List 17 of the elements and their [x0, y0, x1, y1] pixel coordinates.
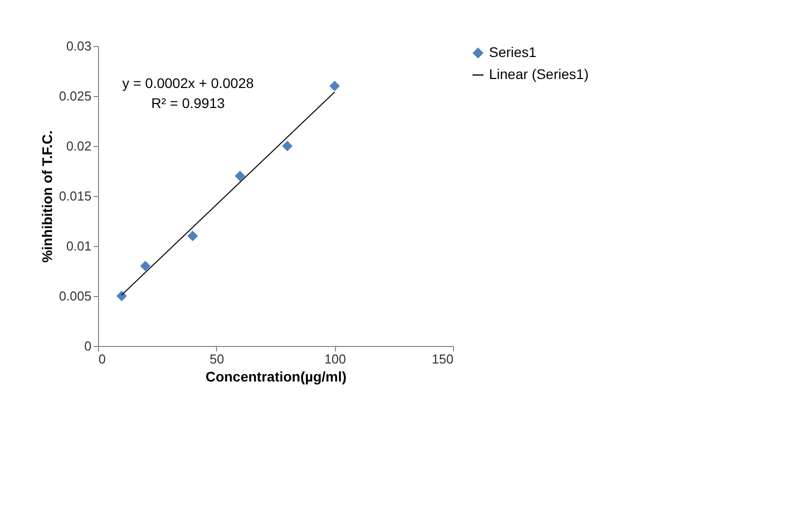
annotation: y = 0.0002x + 0.0028: [122, 75, 254, 91]
y-tick-label: 0.015: [58, 188, 92, 204]
x-tick-label: 150: [432, 352, 454, 366]
x-tick-label: 0: [98, 352, 106, 366]
y-tick-label: 0.02: [66, 138, 92, 154]
legend-label: Linear (Series1): [489, 66, 589, 82]
y-tick-label: 0.01: [66, 238, 92, 254]
y-tick-label: 0: [84, 338, 92, 354]
annotation: R² = 0.9913: [151, 95, 225, 111]
y-axis-title: %inhibition of T.F.C.: [38, 130, 55, 263]
y-tick-label: 0.005: [58, 288, 92, 304]
x-tick-label: 100: [324, 352, 346, 366]
legend-label: Series1: [489, 44, 537, 60]
y-tick-label: 0.025: [58, 88, 92, 104]
x-tick-label: 50: [210, 352, 224, 366]
y-tick-label: 0.03: [66, 38, 92, 54]
x-axis-title: Concentration(µg/ml): [205, 368, 347, 384]
